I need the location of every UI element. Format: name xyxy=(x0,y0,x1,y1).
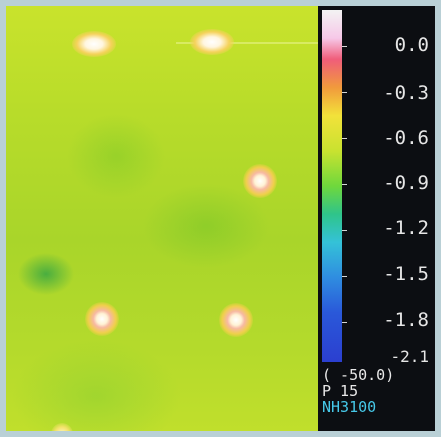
scale-tick xyxy=(342,322,347,323)
readout-point: P 15 xyxy=(322,382,359,400)
scale-label: 0.0 xyxy=(394,34,429,56)
readout-offset: ( -50.0) xyxy=(322,366,395,384)
scale-label: -1.5 xyxy=(383,263,429,285)
scale-label: -2.1 xyxy=(390,347,429,366)
hotspot xyxy=(190,29,234,55)
scale-label: -0.3 xyxy=(383,82,429,104)
color-scale-bar xyxy=(322,10,342,362)
scale-tick xyxy=(342,184,347,185)
hotspot xyxy=(219,303,253,337)
scale-tick xyxy=(342,92,347,93)
scale-tick xyxy=(342,138,347,139)
temperature-scale-panel: 0.0 -0.3 -0.6 -0.9 -1.2 -1.5 -1.8 -2.1 (… xyxy=(318,6,435,431)
hotspot xyxy=(85,302,119,336)
readout-id: NH3100 xyxy=(322,398,377,416)
scale-label: -0.9 xyxy=(383,172,429,194)
hotspot xyxy=(243,164,277,198)
scale-label: -1.2 xyxy=(383,217,429,239)
scale-tick xyxy=(342,276,347,277)
scale-label: -0.6 xyxy=(383,127,429,149)
scale-label: -1.8 xyxy=(383,309,429,331)
bright-edge-line xyxy=(176,42,318,44)
thermal-image xyxy=(6,6,318,431)
hotspot xyxy=(51,423,73,431)
hotspot xyxy=(72,31,116,57)
scale-tick xyxy=(342,46,347,47)
scale-tick xyxy=(342,230,347,231)
